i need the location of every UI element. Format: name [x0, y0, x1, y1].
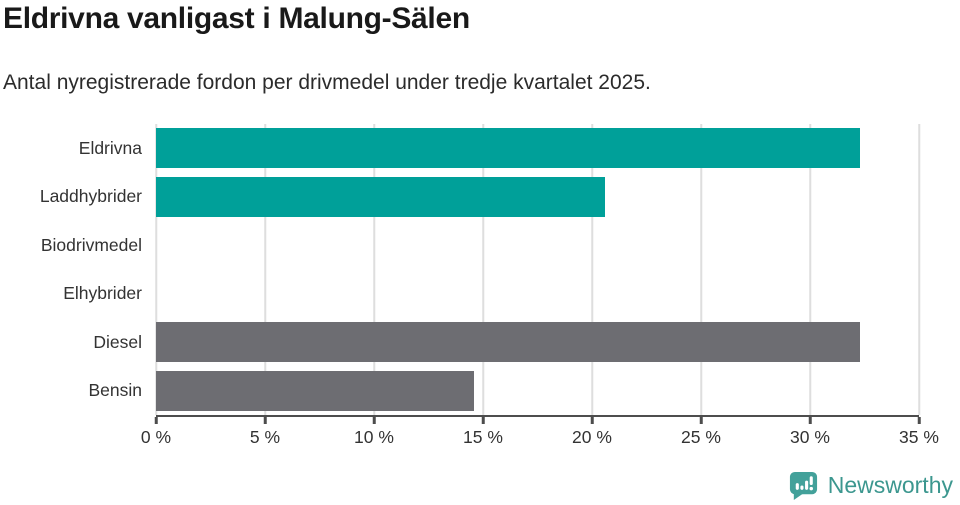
axis-tick	[590, 416, 594, 424]
page-subtitle: Antal nyregistrerade fordon per drivmede…	[3, 71, 651, 94]
axis-tick	[263, 416, 267, 424]
category-label-bensin: Bensin	[88, 380, 142, 401]
bar-diesel	[156, 322, 861, 363]
bar-row	[156, 124, 919, 173]
category-labels-column: Eldrivna Laddhybrider Biodrivmedel Elhybrid…	[0, 124, 142, 415]
category-label-biodrivmedel: Biodrivmedel	[40, 234, 142, 255]
axis-tick-label: 15 %	[463, 427, 503, 447]
gridline	[155, 124, 157, 415]
axis-tick-label: 30 %	[790, 427, 830, 447]
axis-tick-label: 25 %	[681, 427, 721, 447]
category-label-diesel: Diesel	[93, 331, 142, 352]
axis-tick	[154, 416, 158, 424]
axis-tick-label: 20 %	[572, 427, 612, 447]
page-title: Eldrivna vanligast i Malung-Sälen	[3, 2, 470, 35]
bar-row	[156, 367, 919, 416]
bar-row	[156, 270, 919, 319]
bar-bensin	[156, 370, 475, 411]
newsworthy-branding: Newsworthy	[788, 470, 953, 501]
axis-tick-label: 10 %	[354, 427, 394, 447]
category-label-eldrivna: Eldrivna	[78, 137, 142, 158]
gridline	[482, 124, 484, 415]
bar-row	[156, 318, 919, 367]
gridline	[809, 124, 811, 415]
axis-tick	[699, 416, 703, 424]
x-axis-tick-labels: 0 % 5 % 10 % 15 % 20 % 25 % 30 % 35 %	[141, 427, 939, 451]
gridline	[373, 124, 375, 415]
gridline	[591, 124, 593, 415]
plot-area	[155, 124, 920, 417]
axis-tick	[917, 416, 921, 424]
gridline	[700, 124, 702, 415]
axis-tick	[481, 416, 485, 424]
axis-tick	[808, 416, 812, 424]
newsworthy-logo-text: Newsworthy	[827, 472, 953, 498]
category-label-elhybrider: Elhybrider	[63, 283, 142, 304]
gridline	[264, 124, 266, 415]
axis-tick-label: 35 %	[899, 427, 939, 447]
bar-laddhybrider	[156, 176, 606, 217]
gridline	[918, 124, 920, 415]
axis-tick-label: 0 %	[140, 427, 172, 447]
newsworthy-logo-icon	[789, 471, 817, 501]
category-label-laddhybrider: Laddhybrider	[39, 186, 142, 207]
x-axis-ticks	[154, 416, 921, 425]
axis-tick-label: 5 %	[249, 427, 281, 447]
axis-tick	[372, 416, 376, 424]
bar-eldrivna	[156, 128, 861, 169]
bar-row	[156, 173, 919, 222]
bar-row	[156, 221, 919, 270]
